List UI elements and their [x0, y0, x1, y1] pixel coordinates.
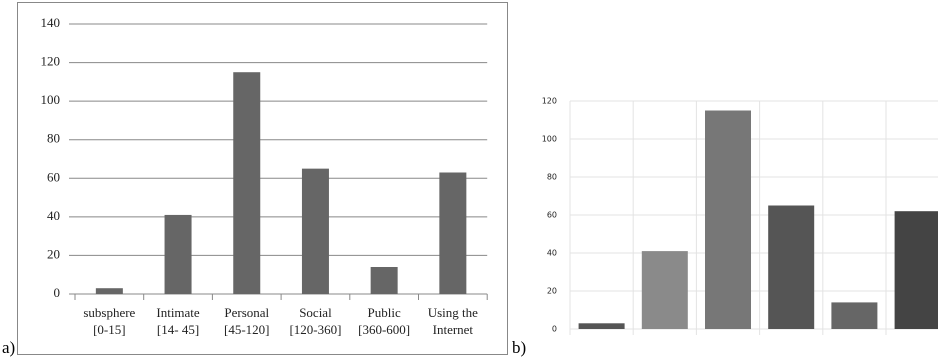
bar: [370, 267, 398, 294]
y-tick-label: 140: [41, 15, 61, 30]
y-tick-label: 100: [41, 92, 61, 107]
y-tick-label: 40: [547, 249, 557, 258]
y-tick-label: 40: [47, 208, 60, 223]
bar: [164, 214, 192, 294]
bar: [233, 72, 261, 294]
bar: [578, 323, 625, 329]
y-tick-label: 20: [47, 246, 60, 261]
y-tick-label: 80: [547, 173, 557, 182]
bar: [301, 168, 329, 294]
bar: [439, 172, 467, 294]
y-tick-label: 120: [41, 54, 61, 69]
panel-label: b): [512, 338, 527, 357]
x-tick-label: Personal [45-120]: [224, 305, 270, 337]
x-tick-label: Social [120-360]: [289, 305, 342, 337]
bar: [831, 302, 878, 329]
y-tick-label: 20: [547, 287, 557, 296]
y-tick-label: 60: [47, 169, 60, 184]
chart-frame: [17, 2, 508, 355]
y-tick-label: 60: [547, 211, 557, 220]
x-tick-label: Using the Internet: [427, 305, 478, 337]
x-tick-label: subsphere [0-15]: [83, 305, 136, 337]
y-tick-label: 100: [542, 135, 557, 144]
bar: [894, 211, 938, 329]
bar: [641, 251, 688, 329]
y-tick-label: 0: [552, 325, 557, 334]
bar: [95, 288, 123, 294]
panel-label: a): [2, 338, 16, 357]
y-tick-label: 80: [47, 131, 60, 146]
bar: [705, 110, 751, 329]
y-tick-label: 120: [542, 97, 557, 106]
bar: [768, 205, 815, 329]
x-tick-label: Public [360-600]: [358, 305, 411, 337]
y-tick-label: 0: [54, 285, 61, 300]
x-tick-label: Intimate [14- 45]: [156, 305, 200, 337]
